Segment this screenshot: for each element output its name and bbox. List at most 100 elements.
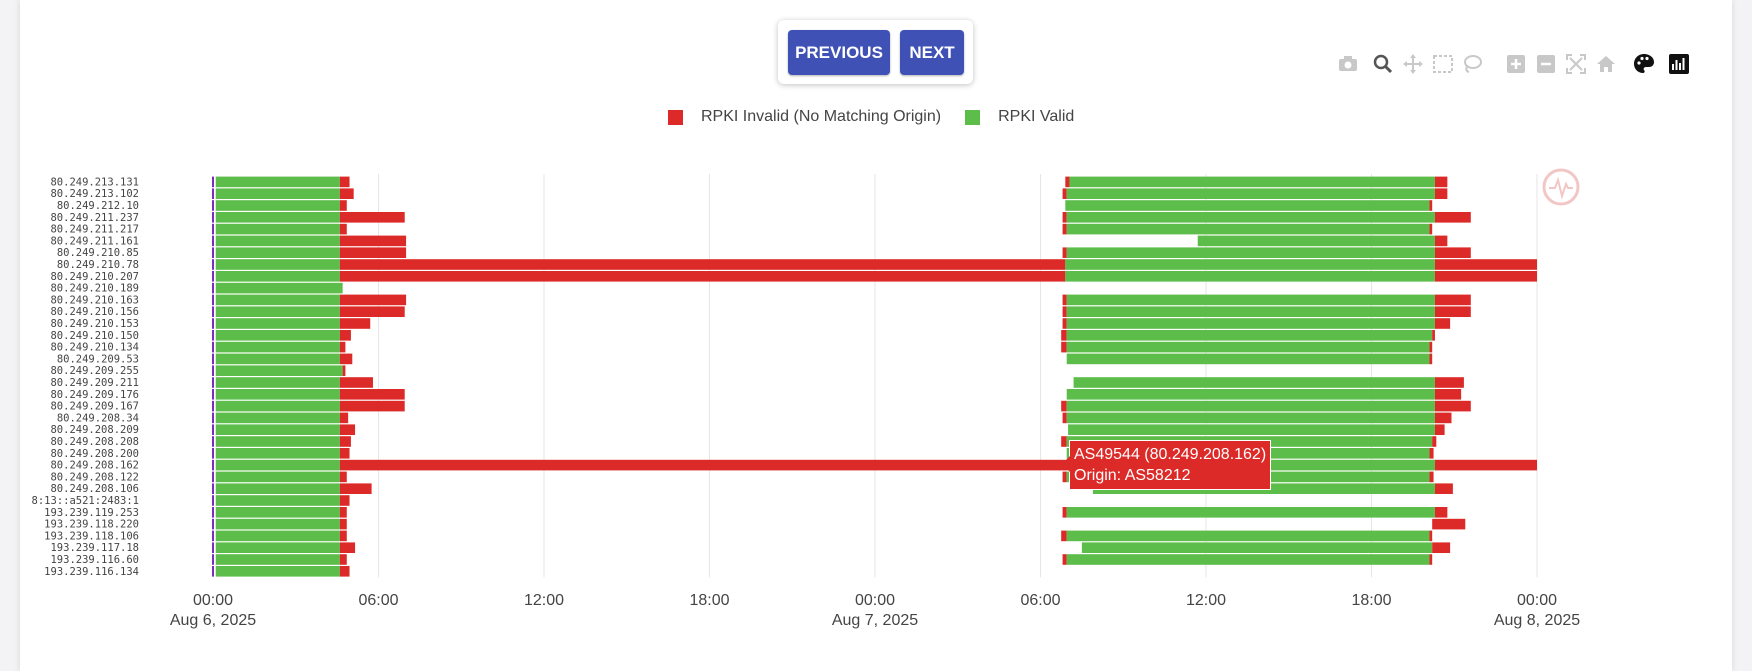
invalid-bar-segment[interactable] xyxy=(1061,330,1067,341)
valid-bar-segment[interactable] xyxy=(215,318,340,329)
invalid-bar-segment[interactable] xyxy=(339,518,347,530)
invalid-bar-segment[interactable] xyxy=(339,223,347,235)
valid-bar-segment[interactable] xyxy=(215,365,343,376)
invalid-bar-segment[interactable] xyxy=(339,530,347,542)
invalid-bar-segment[interactable] xyxy=(339,176,350,188)
reset-axes-icon[interactable] xyxy=(1594,52,1618,76)
invalid-bar-segment[interactable] xyxy=(339,459,1069,471)
invalid-bar-segment[interactable] xyxy=(339,495,350,506)
invalid-bar-segment[interactable] xyxy=(1062,412,1067,424)
invalid-bar-segment[interactable] xyxy=(1434,318,1451,329)
valid-bar-segment[interactable] xyxy=(215,566,340,577)
invalid-bar-segment[interactable] xyxy=(339,294,407,306)
invalid-bar-segment[interactable] xyxy=(1062,554,1067,565)
valid-bar-segment[interactable] xyxy=(1066,247,1435,258)
invalid-bar-segment[interactable] xyxy=(1434,176,1448,188)
invalid-bar-segment[interactable] xyxy=(1434,412,1452,424)
invalid-bar-segment[interactable] xyxy=(339,389,405,400)
invalid-bar-segment[interactable] xyxy=(339,566,350,577)
invalid-bar-segment[interactable] xyxy=(1429,353,1433,365)
valid-bar-segment[interactable] xyxy=(215,330,340,341)
invalid-bar-segment[interactable] xyxy=(1434,188,1448,199)
zoom-in-icon[interactable] xyxy=(1504,52,1528,76)
invalid-bar-segment[interactable] xyxy=(1434,483,1453,494)
valid-bar-segment[interactable] xyxy=(1065,271,1435,282)
valid-bar-segment[interactable] xyxy=(215,353,340,365)
invalid-bar-segment[interactable] xyxy=(1434,306,1471,317)
invalid-bar-segment[interactable] xyxy=(1061,400,1067,412)
valid-bar-segment[interactable] xyxy=(215,495,340,506)
valid-bar-segment[interactable] xyxy=(1066,318,1435,329)
invalid-bar-segment[interactable] xyxy=(1434,235,1448,247)
valid-bar-segment[interactable] xyxy=(1065,200,1430,211)
valid-bar-segment[interactable] xyxy=(215,389,340,400)
valid-bar-segment[interactable] xyxy=(1066,341,1430,353)
invalid-bar-segment[interactable] xyxy=(339,471,347,483)
valid-bar-segment[interactable] xyxy=(215,436,340,447)
valid-bar-segment[interactable] xyxy=(1066,507,1435,518)
invalid-bar-segment[interactable] xyxy=(339,412,349,424)
valid-bar-segment[interactable] xyxy=(1066,212,1435,223)
valid-bar-segment[interactable] xyxy=(215,448,340,459)
invalid-bar-segment[interactable] xyxy=(1062,188,1067,199)
invalid-bar-segment[interactable] xyxy=(1429,554,1433,565)
invalid-bar-segment[interactable] xyxy=(1434,400,1471,412)
valid-bar-segment[interactable] xyxy=(1066,400,1435,412)
valid-bar-segment[interactable] xyxy=(215,507,340,518)
invalid-bar-segment[interactable] xyxy=(339,330,351,341)
invalid-bar-segment[interactable] xyxy=(1434,259,1537,270)
invalid-bar-segment[interactable] xyxy=(339,200,347,211)
valid-bar-segment[interactable] xyxy=(1081,542,1433,553)
valid-bar-segment[interactable] xyxy=(1066,389,1435,400)
invalid-bar-segment[interactable] xyxy=(1062,507,1067,518)
invalid-bar-segment[interactable] xyxy=(1432,330,1435,341)
valid-bar-segment[interactable] xyxy=(215,259,340,270)
invalid-bar-segment[interactable] xyxy=(1432,518,1466,530)
valid-bar-segment[interactable] xyxy=(215,412,340,424)
invalid-bar-segment[interactable] xyxy=(339,507,347,518)
valid-bar-segment[interactable] xyxy=(1065,259,1435,270)
invalid-bar-segment[interactable] xyxy=(1434,424,1445,435)
valid-bar-segment[interactable] xyxy=(1066,306,1435,317)
invalid-bar-segment[interactable] xyxy=(339,247,407,258)
invalid-bar-segment[interactable] xyxy=(339,400,405,412)
valid-bar-segment[interactable] xyxy=(215,471,340,483)
valid-bar-segment[interactable] xyxy=(1066,530,1430,542)
valid-bar-segment[interactable] xyxy=(1073,377,1435,388)
valid-bar-segment[interactable] xyxy=(1066,412,1435,424)
invalid-bar-segment[interactable] xyxy=(1062,212,1067,223)
valid-bar-segment[interactable] xyxy=(215,306,340,317)
box-select-icon[interactable] xyxy=(1431,52,1455,76)
chart-toggle-icon[interactable] xyxy=(1667,52,1691,76)
invalid-bar-segment[interactable] xyxy=(339,353,353,365)
valid-bar-segment[interactable] xyxy=(215,188,340,199)
invalid-bar-segment[interactable] xyxy=(1434,247,1471,258)
previous-button[interactable]: PREVIOUS xyxy=(788,30,890,75)
valid-bar-segment[interactable] xyxy=(215,542,340,553)
invalid-bar-segment[interactable] xyxy=(339,554,347,565)
invalid-bar-segment[interactable] xyxy=(1434,507,1448,518)
valid-bar-segment[interactable] xyxy=(215,483,340,494)
invalid-bar-segment[interactable] xyxy=(1434,212,1471,223)
next-button[interactable]: NEXT xyxy=(900,30,964,75)
valid-bar-segment[interactable] xyxy=(215,271,340,282)
invalid-bar-segment[interactable] xyxy=(1434,459,1537,471)
valid-bar-segment[interactable] xyxy=(215,212,340,223)
invalid-bar-segment[interactable] xyxy=(1062,247,1067,258)
legend-item-valid[interactable]: RPKI Valid xyxy=(965,108,1074,126)
invalid-bar-segment[interactable] xyxy=(1062,306,1067,317)
invalid-bar-segment[interactable] xyxy=(339,212,405,223)
invalid-bar-segment[interactable] xyxy=(1429,223,1433,235)
invalid-bar-segment[interactable] xyxy=(1062,318,1067,329)
invalid-bar-segment[interactable] xyxy=(339,188,354,199)
pan-icon[interactable] xyxy=(1401,52,1425,76)
invalid-bar-segment[interactable] xyxy=(1429,200,1433,211)
palette-icon[interactable] xyxy=(1632,52,1656,76)
invalid-bar-segment[interactable] xyxy=(339,306,405,317)
invalid-bar-segment[interactable] xyxy=(339,318,371,329)
invalid-bar-segment[interactable] xyxy=(339,542,356,553)
invalid-bar-segment[interactable] xyxy=(339,235,407,247)
zoom-icon[interactable] xyxy=(1371,52,1395,76)
invalid-bar-segment[interactable] xyxy=(339,424,356,435)
legend-item-invalid[interactable]: RPKI Invalid (No Matching Origin) xyxy=(668,108,941,126)
